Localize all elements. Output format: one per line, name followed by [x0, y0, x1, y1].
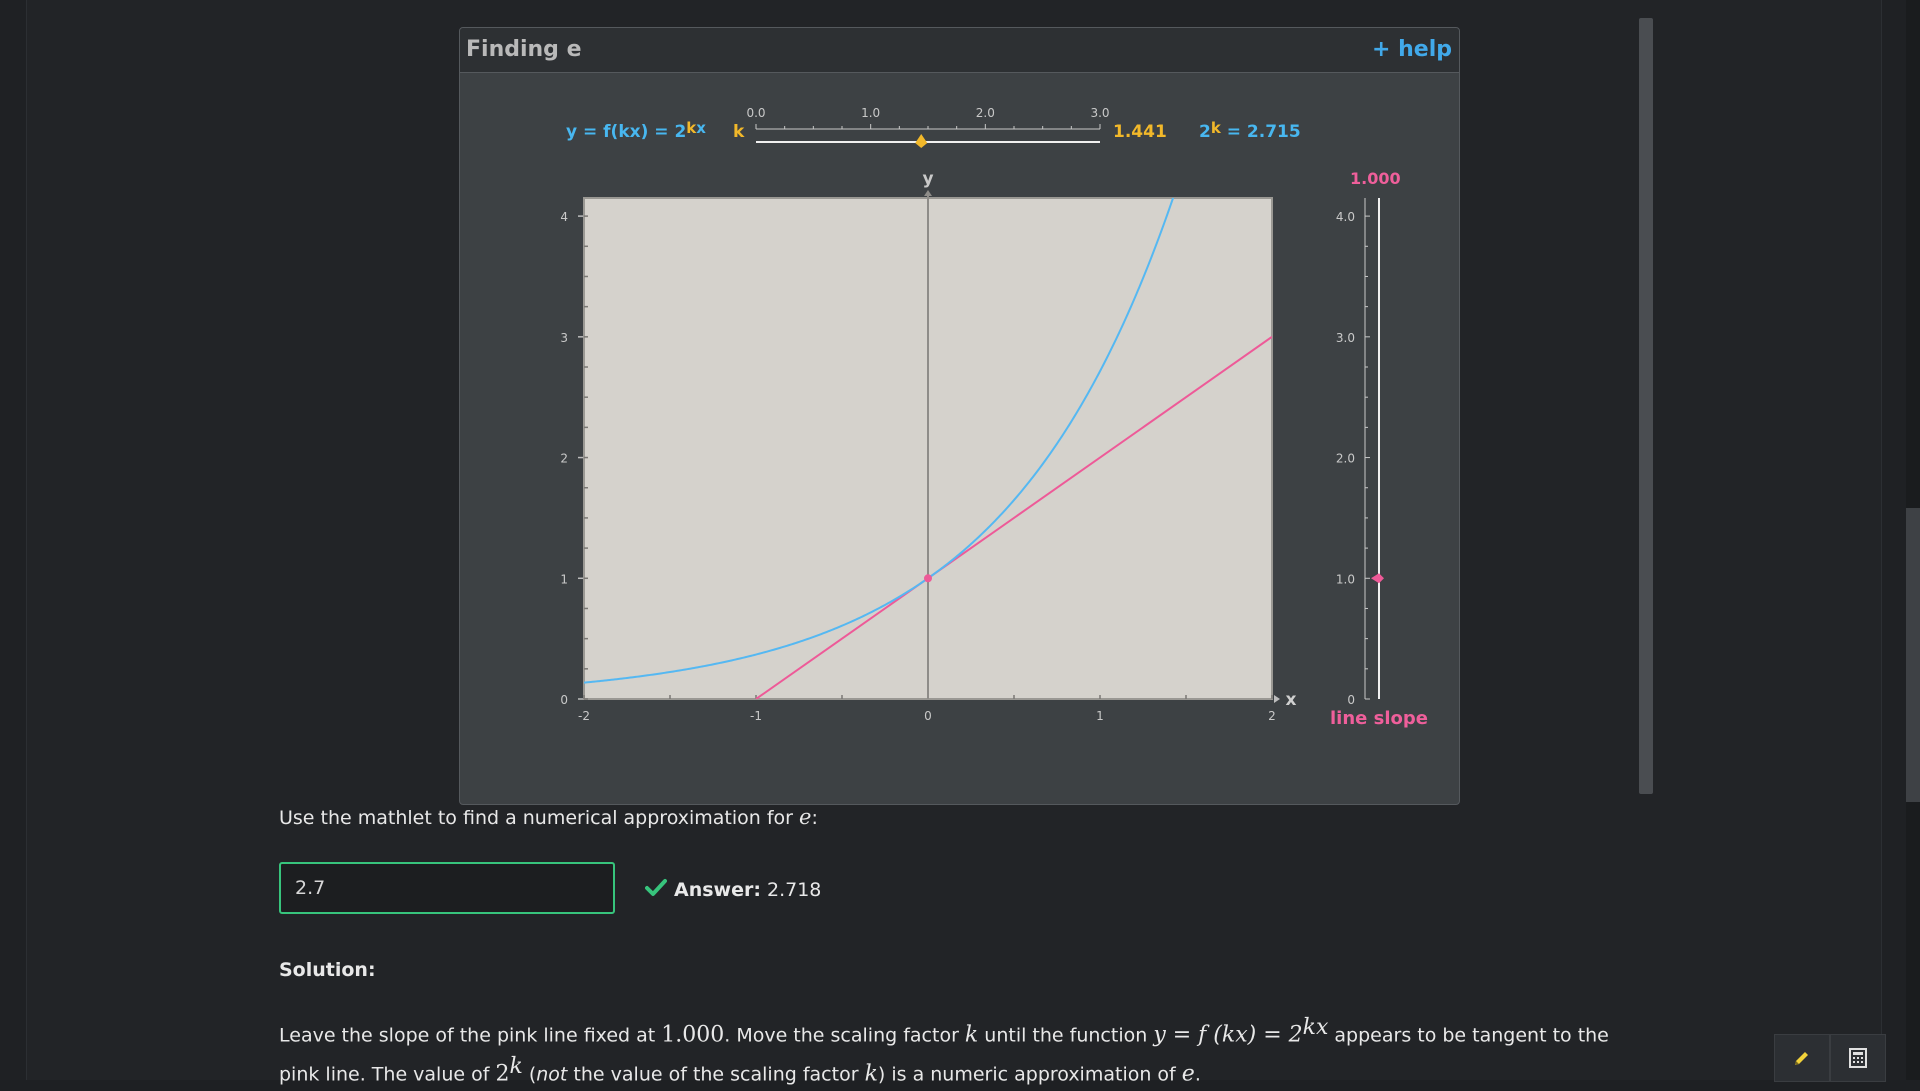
tangent-line: [755, 336, 1272, 699]
answer-label: Answer:: [674, 879, 761, 901]
calculator-icon: [1849, 1048, 1867, 1068]
y-tick-label: 4: [560, 210, 568, 224]
y-tick-label: 1: [560, 572, 568, 586]
slope-slider-tick-label: 3.0: [1336, 331, 1355, 345]
slope-slider-tick-label: 2.0: [1336, 452, 1355, 466]
slope-slider-handle[interactable]: [1371, 573, 1384, 584]
k-slider-handle[interactable]: [915, 134, 928, 148]
help-link[interactable]: + help: [1372, 37, 1452, 62]
solution-title: Solution:: [279, 959, 376, 981]
y-axis-label: y: [922, 169, 933, 189]
graph-svg: -2 -1 0 1 2 0 1 2 3 4 y x 0.0 1.0 2.0 3.0 0 1.0 2.0 3.0 4.0: [560, 106, 1384, 723]
slope-slider-value: 1.000: [1350, 169, 1401, 188]
x-tick-label: -1: [750, 709, 762, 723]
x-tick-label: -2: [578, 709, 590, 723]
solution-part: ) is a numeric approximation of: [877, 1063, 1182, 1086]
solution-part: the value of the scaling factor: [567, 1063, 865, 1086]
slope-slider-tick-label: 1.0: [1336, 572, 1355, 586]
prompt-colon: :: [811, 807, 818, 829]
y-axis-arrow: [924, 190, 932, 196]
k-slider-label: k: [733, 122, 745, 142]
answer-value: 2.718: [767, 879, 822, 901]
solution-function: y = f (kx) = 2: [1153, 1022, 1303, 1048]
solution-power-base: 2: [495, 1061, 510, 1087]
formula-exp-x: x: [696, 119, 706, 137]
calculator-button[interactable]: [1830, 1034, 1886, 1082]
solution-function-exp: kx: [1302, 1015, 1329, 1040]
pencil-button[interactable]: [1774, 1034, 1830, 1082]
solution-text: Leave the slope of the pink line fixed a…: [279, 1012, 1619, 1091]
solution-number: 1.000: [661, 1022, 725, 1048]
power-exp: k: [1210, 119, 1221, 137]
mathlet-panel: Finding e + help y = f(kx) = 2kx k 1.441…: [459, 27, 1460, 805]
tangent-point[interactable]: [924, 574, 932, 583]
power-value: = 2.715: [1226, 122, 1301, 142]
mathlet-title: Finding e: [466, 37, 582, 62]
inner-scrollbar[interactable]: [1639, 18, 1653, 794]
k-slider-value: 1.441: [1113, 122, 1167, 142]
y-tick-label: 2: [560, 452, 568, 466]
slope-slider-label: line slope: [1330, 708, 1428, 729]
solution-part: . Move the scaling factor: [724, 1024, 965, 1047]
checkmark-icon: [645, 879, 667, 896]
solution-part: (: [522, 1063, 537, 1086]
solution-var-k: k: [864, 1061, 878, 1087]
solution-part: until the function: [978, 1024, 1154, 1047]
page-scrollbar-thumb[interactable]: [1906, 508, 1920, 802]
mathlet-header: Finding e + help: [460, 28, 1459, 73]
solution-power-exp: k: [509, 1054, 523, 1080]
k-slider-tick-label: 1.0: [861, 106, 880, 120]
formula-exp-k: k: [686, 119, 697, 137]
solution-part: Leave the slope of the pink line fixed a…: [279, 1024, 662, 1047]
pencil-icon: [1795, 1052, 1808, 1065]
solution-var-k: k: [964, 1022, 979, 1048]
k-slider-tick-label: 0.0: [746, 106, 765, 120]
function-formula: y = f(kx) = 2kx: [566, 119, 706, 142]
k-slider-tick-label: 3.0: [1090, 106, 1109, 120]
slope-slider-tick-label: 4.0: [1336, 210, 1355, 224]
solution-not: not: [536, 1063, 568, 1086]
x-axis-arrow: [1274, 695, 1280, 703]
answer-feedback: Answer: 2.718: [674, 879, 821, 901]
x-axis-label: x: [1286, 690, 1297, 710]
x-tick-label: 2: [1268, 709, 1276, 723]
solution-part: .: [1194, 1063, 1201, 1086]
slope-slider-tick-label: 0: [1347, 693, 1355, 707]
x-tick-label: 1: [1096, 709, 1104, 723]
prompt-text: Use the mathlet to find a numerical appr…: [279, 807, 800, 829]
k-slider-tick-label: 2.0: [976, 106, 995, 120]
question-prompt: Use the mathlet to find a numerical appr…: [279, 805, 818, 829]
power-readout: 2k = 2.715: [1199, 119, 1301, 142]
power-base: 2: [1199, 122, 1211, 142]
answer-input[interactable]: [279, 862, 615, 914]
prompt-var: e: [799, 805, 812, 829]
solution-var-e: e: [1181, 1061, 1195, 1087]
x-tick-label: 0: [924, 709, 932, 723]
formula-text: y = f(kx) = 2: [566, 122, 687, 142]
y-tick-label: 3: [560, 331, 568, 345]
y-tick-label: 0: [560, 693, 568, 707]
